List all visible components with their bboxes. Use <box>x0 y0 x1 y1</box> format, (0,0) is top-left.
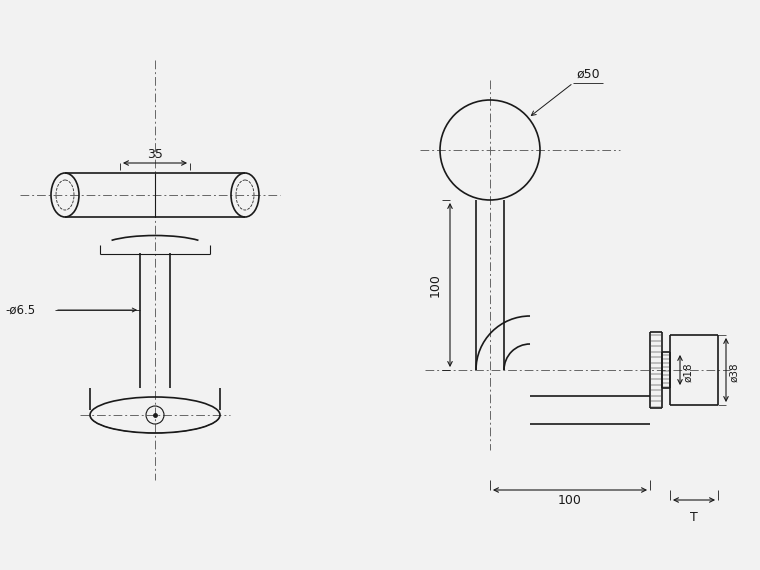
Text: -ø6.5: -ø6.5 <box>5 303 35 316</box>
Text: ø38: ø38 <box>729 362 739 382</box>
Text: 100: 100 <box>558 494 582 507</box>
Text: 35: 35 <box>147 148 163 161</box>
Text: 100: 100 <box>429 273 442 297</box>
Text: ø50: ø50 <box>576 67 600 80</box>
Text: ø18: ø18 <box>683 362 693 382</box>
Text: T: T <box>690 511 698 524</box>
